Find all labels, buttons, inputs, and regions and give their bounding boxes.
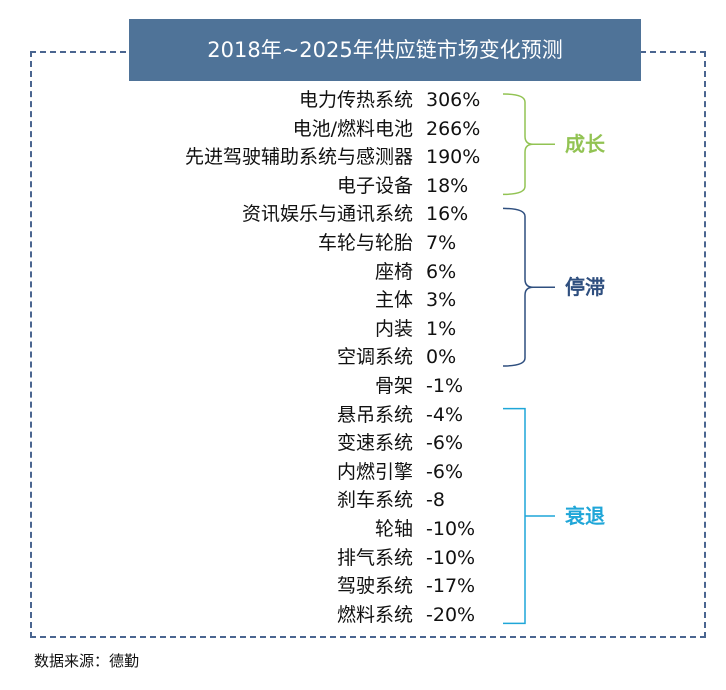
row-value: -10%: [426, 546, 476, 569]
table-row: 电力传热系统 306%: [0, 86, 726, 114]
row-value: -17%: [426, 575, 476, 598]
row-category: 空调系统: [336, 346, 413, 369]
table-row: 车轮与轮胎 7%: [0, 229, 726, 257]
table-row: 轮轴 -10%: [0, 515, 726, 543]
table-row: 座椅 6%: [0, 258, 726, 286]
table-row: 内装 1%: [0, 315, 726, 343]
row-value: -1%: [426, 375, 463, 397]
row-value: 7%: [426, 232, 457, 254]
row-value: 190%: [426, 146, 481, 169]
row-category: 悬吊系统: [336, 403, 413, 426]
table-row: 燃料系统 -20%: [0, 601, 726, 629]
row-category: 内装: [374, 317, 413, 340]
row-value: -6%: [426, 460, 463, 483]
row-value: 6%: [426, 260, 457, 283]
table-row: 刹车系统 -8: [0, 486, 726, 514]
row-category: 车轮与轮胎: [317, 232, 413, 254]
table-row: 变速系统 -6%: [0, 429, 726, 457]
row-category: 先进驾驶辅助系统与感测器: [184, 146, 413, 169]
row-category: 驾驶系统: [336, 575, 413, 598]
row-category: 燃料系统: [336, 603, 413, 626]
row-category: 排气系统: [336, 546, 413, 569]
row-category: 电池/燃料电池: [292, 117, 413, 140]
table-row: 骨架 -1%: [0, 372, 726, 400]
row-category: 内燃引擎: [336, 460, 413, 483]
row-value: -20%: [426, 603, 476, 626]
table-row: 悬吊系统 -4%: [0, 401, 726, 429]
row-value: -4%: [426, 403, 463, 426]
table-row: 先进驾驶辅助系统与感测器 190%: [0, 143, 726, 171]
row-value: 16%: [426, 203, 469, 226]
table-row: 主体 3%: [0, 286, 726, 314]
table-row: 内燃引擎 -6%: [0, 458, 726, 486]
table-row: 资讯娱乐与通讯系统 16%: [0, 200, 726, 228]
row-value: -10%: [426, 518, 476, 540]
row-value: 0%: [426, 346, 457, 369]
row-value: 18%: [426, 174, 469, 197]
row-category: 座椅: [374, 260, 413, 283]
row-category: 骨架: [374, 375, 413, 397]
row-category: 轮轴: [374, 518, 413, 540]
table-row: 驾驶系统 -17%: [0, 572, 726, 600]
table-row: 电池/燃料电池 266%: [0, 115, 726, 143]
row-value: 266%: [426, 117, 481, 140]
row-category: 刹车系统: [336, 489, 413, 512]
group-label: 衰退: [565, 504, 605, 528]
table-row: 空调系统 0%: [0, 343, 726, 371]
table-row: 排气系统 -10%: [0, 544, 726, 572]
row-value: -6%: [426, 432, 463, 455]
row-category: 主体: [374, 289, 413, 312]
table-row: 电子设备 18%: [0, 172, 726, 200]
chart-title: 2018年~2025年供应链市场变化预测: [129, 19, 641, 81]
row-value: -8: [426, 489, 445, 512]
source-note: 数据来源：德勤: [34, 652, 140, 670]
row-value: 306%: [426, 89, 481, 111]
group-bracket: [502, 207, 555, 367]
row-category: 电子设备: [336, 174, 413, 197]
group-bracket: [503, 407, 555, 625]
row-value: 1%: [426, 317, 457, 340]
group-label: 成长: [565, 132, 605, 157]
row-category: 资讯娱乐与通讯系统: [241, 203, 413, 226]
group-label: 停滞: [565, 275, 605, 300]
group-bracket: [502, 93, 555, 196]
row-value: 3%: [426, 289, 457, 312]
row-category: 电力传热系统: [298, 89, 413, 111]
row-category: 变速系统: [336, 432, 413, 455]
